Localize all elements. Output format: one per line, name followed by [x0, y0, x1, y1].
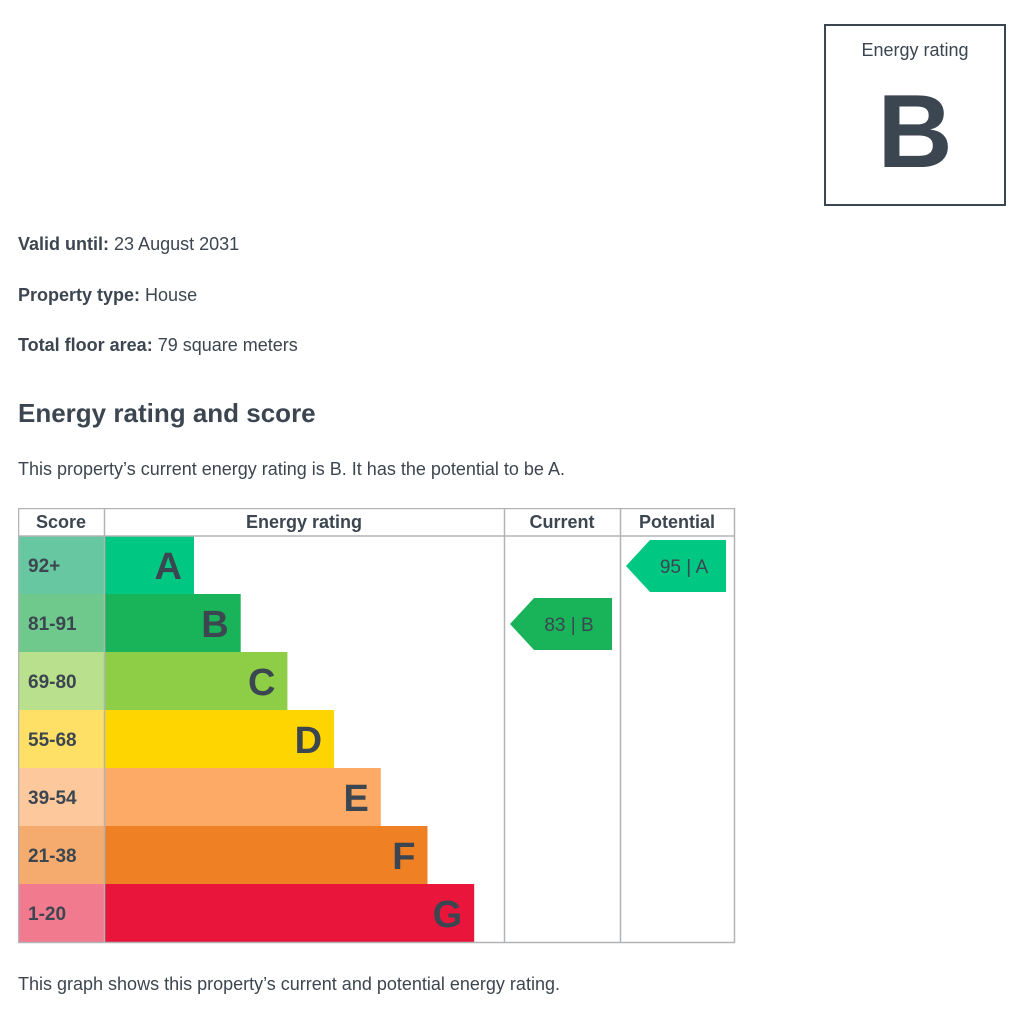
rating-letter-e: E	[343, 778, 368, 820]
column-header: Energy rating	[246, 512, 362, 532]
score-label-b: 81-91	[28, 614, 77, 635]
rating-letter-g: G	[433, 894, 463, 936]
chart-border	[18, 508, 736, 944]
column-header: Score	[36, 512, 86, 532]
score-cell-a	[18, 536, 105, 594]
score-cell-c	[18, 652, 105, 710]
current-rating-label: 83 | B	[544, 615, 593, 636]
score-label-a: 92+	[28, 556, 60, 577]
chart-caption: This graph shows this property’s current…	[18, 974, 560, 994]
column-header: Current	[529, 512, 594, 532]
potential-rating-arrow	[626, 540, 726, 592]
floor-area-key: Total floor area:	[18, 335, 153, 355]
energy-rating-box: Energy rating B	[824, 24, 1006, 206]
score-label-f: 21-38	[28, 846, 77, 867]
potential-rating-label: 95 | A	[660, 557, 709, 578]
rating-bar-a	[104, 536, 194, 594]
valid-until-key: Valid until:	[18, 234, 110, 254]
score-label-g: 1-20	[28, 904, 66, 925]
rating-letter-c: C	[248, 662, 275, 704]
rating-bar-f	[104, 826, 428, 884]
floor-area-row: Total floor area: 79 square meters	[18, 335, 298, 356]
rating-bar-g	[104, 884, 475, 942]
rating-box-letter: B	[877, 74, 953, 190]
property-type-row: Property type: House	[18, 285, 197, 306]
energy-rating-chart: 92+ A 81-91 B 69-80 C 55-68 D 39-54 E 21-38 F 1-20 G S…	[18, 508, 736, 944]
floor-area-value: 79 square meters	[157, 335, 298, 355]
score-cell-g	[18, 884, 105, 942]
rating-letter-a: A	[155, 546, 182, 588]
rating-box-label: Energy rating	[861, 40, 969, 60]
score-cell-b	[18, 594, 105, 652]
rating-bar-d	[104, 710, 335, 768]
property-type-key: Property type:	[18, 285, 141, 305]
current-rating-arrow	[510, 598, 612, 650]
rating-bar-c	[104, 652, 288, 710]
column-header: Potential	[639, 512, 715, 532]
rating-letter-b: B	[201, 604, 228, 646]
rating-bar-b	[104, 594, 241, 652]
rating-letter-d: D	[295, 720, 322, 762]
score-label-c: 69-80	[28, 672, 77, 693]
property-type-value: House	[145, 285, 198, 305]
section-heading: Energy rating and score	[18, 398, 316, 428]
rating-bar-e	[104, 768, 381, 826]
score-cell-f	[18, 826, 105, 884]
valid-until-value: 23 August 2031	[114, 234, 240, 254]
rating-letter-f: F	[392, 836, 415, 878]
score-label-d: 55-68	[28, 730, 77, 751]
score-label-e: 39-54	[28, 788, 77, 809]
rating-summary: This property’s current energy rating is…	[18, 459, 565, 479]
valid-until-row: Valid until: 23 August 2031	[18, 234, 239, 255]
score-cell-d	[18, 710, 105, 768]
score-cell-e	[18, 768, 105, 826]
